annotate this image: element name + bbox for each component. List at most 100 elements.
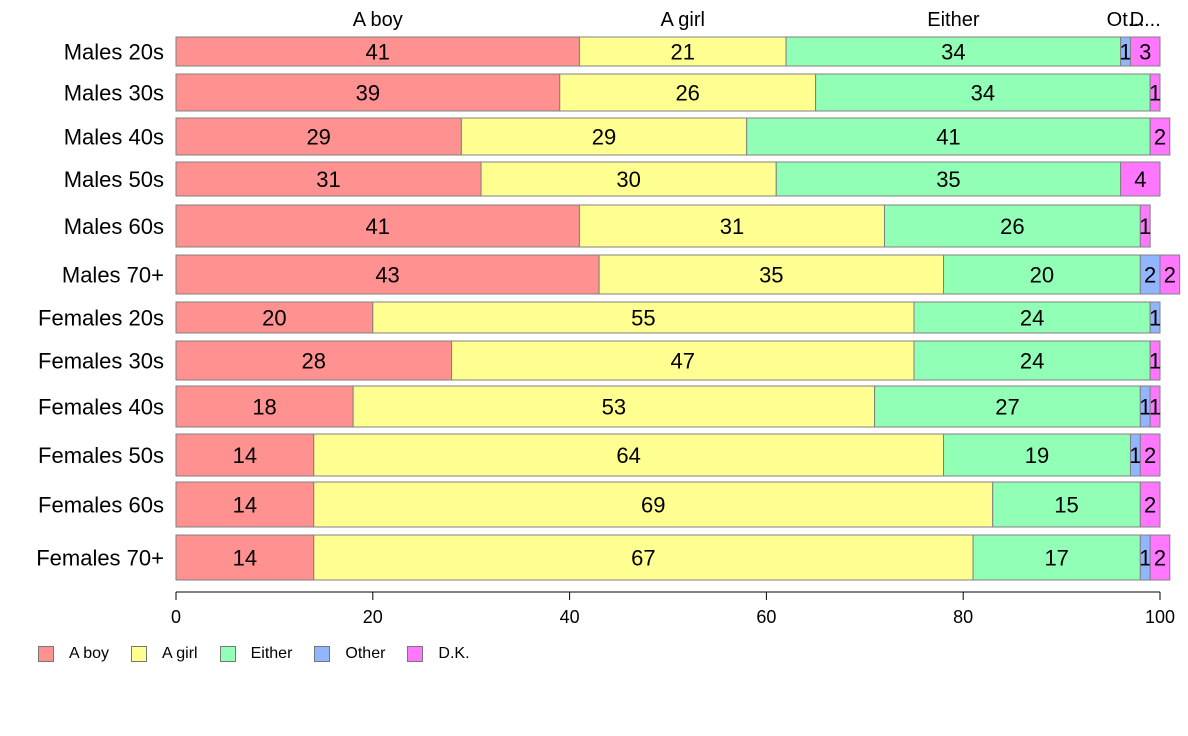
legend-swatch	[219, 646, 236, 662]
bar-segment	[1129, 36, 1161, 67]
bar-segment	[578, 36, 787, 67]
bar-segment	[874, 385, 1141, 428]
bar-segment	[992, 481, 1141, 528]
bar-segment	[1149, 73, 1161, 112]
data-label: 31	[720, 214, 744, 239]
legend-swatch	[314, 646, 331, 662]
data-label: 34	[941, 40, 965, 65]
legend-label: A boy	[69, 645, 110, 662]
bar-segment	[559, 73, 817, 112]
category-label: Males 30s	[64, 81, 164, 106]
bar-segment	[372, 301, 915, 334]
legend-swatch	[38, 646, 54, 662]
column-label: D...	[1130, 9, 1161, 31]
category-label: Females 50s	[38, 443, 164, 468]
data-label: 18	[252, 395, 276, 420]
data-label: 2	[1154, 546, 1166, 571]
data-label: 17	[1044, 546, 1068, 571]
data-label: 1	[1149, 349, 1161, 374]
data-label: 14	[233, 493, 257, 518]
bar-segment	[175, 385, 354, 428]
bar-segment	[1120, 161, 1161, 197]
data-label: 29	[592, 125, 616, 150]
bar-segment	[175, 254, 600, 295]
x-tick-label: 20	[363, 607, 383, 627]
data-label: 1	[1149, 306, 1161, 331]
column-label: A girl	[661, 9, 705, 31]
data-label: 35	[936, 167, 960, 192]
data-label: 2	[1154, 125, 1166, 150]
bar-segment	[1149, 340, 1161, 381]
bar-segment	[1139, 481, 1161, 528]
category-label: Males 60s	[64, 214, 164, 239]
legend-label: A girl	[162, 645, 198, 662]
data-label: 1	[1149, 395, 1161, 420]
data-label: 2	[1144, 443, 1156, 468]
data-label: 31	[316, 167, 340, 192]
data-label: 2	[1164, 263, 1176, 288]
data-label: 41	[365, 40, 389, 65]
bar-segment	[578, 204, 885, 248]
bar-segment	[1139, 204, 1151, 248]
bar-segment	[175, 340, 453, 381]
legend: A boy A girl Either Other D.K.	[38, 645, 492, 663]
data-label: 15	[1054, 493, 1078, 518]
category-label: Females 60s	[38, 493, 164, 518]
data-label: 19	[1025, 443, 1049, 468]
legend-item: D.K.	[407, 645, 470, 663]
data-label: 26	[1000, 214, 1024, 239]
data-label: 1	[1139, 214, 1151, 239]
data-label: 2	[1144, 493, 1156, 518]
data-label: 1	[1139, 546, 1151, 571]
bar-segment	[1149, 534, 1171, 581]
column-label: Either	[927, 9, 980, 31]
category-label: Males 40s	[64, 125, 164, 150]
bar-segment	[175, 433, 315, 477]
bar-segment	[913, 301, 1151, 334]
bar-segment	[943, 433, 1131, 477]
bar-segment	[480, 161, 777, 197]
data-label: 35	[759, 263, 783, 288]
x-tick-label: 40	[560, 607, 580, 627]
data-label: 41	[936, 125, 960, 150]
data-label: 47	[671, 349, 695, 374]
category-label: Females 40s	[38, 395, 164, 420]
x-tick-label: 0	[171, 607, 181, 627]
bar-segment	[598, 254, 945, 295]
bar-segment	[1149, 385, 1161, 428]
data-label: 1	[1149, 81, 1161, 106]
bar-segment	[1149, 117, 1171, 156]
legend-item: Other	[314, 645, 385, 663]
category-label: Females 20s	[38, 306, 164, 331]
column-label: A boy	[353, 9, 403, 31]
bar-segment	[313, 433, 945, 477]
data-label: 55	[631, 306, 655, 331]
data-label: 20	[1030, 263, 1054, 288]
bar-segment	[313, 481, 994, 528]
data-label: 67	[631, 546, 655, 571]
data-label: 53	[602, 395, 626, 420]
data-label: 69	[641, 493, 665, 518]
bar-segment	[175, 534, 315, 581]
data-label: 39	[356, 81, 380, 106]
legend-swatch	[407, 646, 424, 662]
bar-segment	[815, 73, 1151, 112]
data-label: 14	[233, 546, 257, 571]
x-tick-label: 60	[756, 607, 776, 627]
bar-segment	[775, 161, 1122, 197]
bar-segment	[972, 534, 1141, 581]
legend-item: A boy	[38, 645, 109, 663]
data-label: 1	[1129, 443, 1141, 468]
data-label: 26	[675, 81, 699, 106]
legend-swatch	[131, 646, 148, 662]
data-label: 1	[1119, 40, 1131, 65]
data-label: 34	[971, 81, 995, 106]
category-label: Females 70+	[36, 546, 164, 571]
data-label: 29	[306, 125, 330, 150]
data-label: 24	[1020, 349, 1044, 374]
data-label: 21	[671, 40, 695, 65]
legend-label: D.K.	[438, 645, 470, 662]
category-label: Males 50s	[64, 167, 164, 192]
data-label: 3	[1139, 40, 1151, 65]
data-label: 1	[1139, 395, 1151, 420]
